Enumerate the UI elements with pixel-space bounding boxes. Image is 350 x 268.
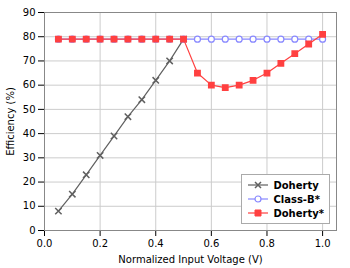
svg-text:40: 40: [23, 128, 36, 139]
html-text:Doherty: Doherty: [273, 179, 319, 191]
svg-text:0: 0: [29, 225, 35, 236]
svg-text:70: 70: [23, 55, 36, 66]
html-text:Doherty*: Doherty*: [273, 207, 324, 219]
svg-text:Normalized Input Voltage (V): Normalized Input Voltage (V): [118, 254, 262, 265]
svg-text:Efficiency (%): Efficiency (%): [5, 87, 16, 156]
svg-text:0.8: 0.8: [259, 238, 275, 249]
svg-text:80: 80: [23, 31, 36, 42]
svg-text:0.0: 0.0: [37, 238, 53, 249]
svg-text:20: 20: [23, 176, 36, 187]
svg-text:10: 10: [23, 200, 36, 211]
svg-text:0.6: 0.6: [203, 238, 219, 249]
svg-text:90: 90: [23, 7, 36, 18]
svg-text:0.2: 0.2: [92, 238, 108, 249]
svg-text:1.0: 1.0: [315, 238, 331, 249]
svg-text:0.4: 0.4: [148, 238, 164, 249]
html-text:Class-B*: Class-B*: [273, 193, 320, 205]
svg-text:60: 60: [23, 79, 36, 90]
svg-text:30: 30: [23, 152, 36, 163]
svg-text:50: 50: [23, 104, 36, 115]
